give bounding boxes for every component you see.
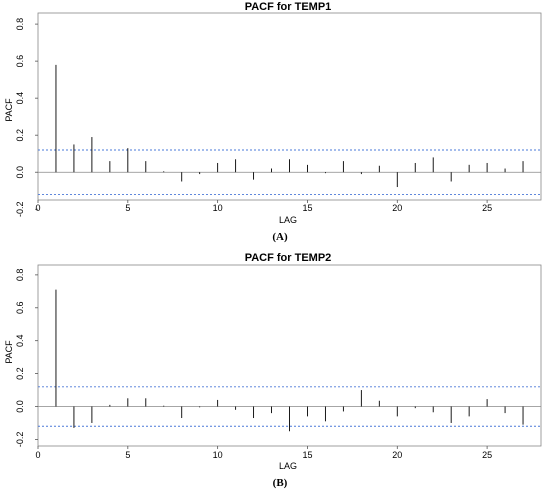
pacf-panel-b: PACF for TEMP2 PACF LAG (B) 0.8 0.6 0.4 0.2… — [4, 252, 542, 489]
x-tick-label-a: 20 — [392, 203, 402, 213]
y-tick-label-b: 0.4 — [15, 334, 25, 347]
x-tick-label-b: 20 — [392, 450, 402, 460]
y-axis-label-a: PACF — [4, 98, 14, 122]
chart-title-a: PACF for TEMP1 — [245, 1, 332, 13]
x-tick-label-a: 5 — [125, 203, 130, 213]
y-tick-label-b: 0.0 — [15, 400, 25, 413]
chart-title-b: PACF for TEMP2 — [245, 252, 332, 264]
x-axis-label-a: LAG — [279, 215, 297, 225]
y-tick-label-a: 0.6 — [15, 55, 25, 68]
x-tick-label-b: 25 — [482, 450, 492, 460]
x-tick-label-b: 10 — [213, 450, 223, 460]
y-tick-label-a: 0.2 — [15, 129, 25, 142]
caption-a: (A) — [272, 231, 288, 243]
y-tick-label-a: 0.4 — [15, 92, 25, 105]
x-tick-label-a: 0 — [35, 203, 40, 213]
x-tick-label-b: 0 — [35, 450, 40, 460]
x-axis-label-b: LAG — [279, 461, 297, 471]
x-tick-label-b: 15 — [302, 450, 312, 460]
y-tick-label-b: 0.2 — [15, 367, 25, 380]
x-tick-label-a: 15 — [302, 203, 312, 213]
x-tick-label-a: 25 — [482, 203, 492, 213]
y-tick-label-b: 0.8 — [15, 269, 25, 282]
caption-b: (B) — [273, 477, 288, 489]
y-tick-label-a: -0.2 — [15, 201, 25, 217]
y-tick-label-a: 0.8 — [15, 18, 25, 31]
y-tick-label-a: 0.0 — [15, 166, 25, 179]
plot-frame-b — [37, 264, 542, 447]
y-tick-label-b: 0.6 — [15, 302, 25, 315]
y-axis-label-b: PACF — [4, 340, 14, 364]
plot-frame-a — [37, 12, 542, 201]
y-tick-label-b: -0.2 — [15, 432, 25, 448]
pacf-panel-a: PACF for TEMP1 PACF LAG (A) 0.8 0.6 0.4 0.2… — [4, 1, 542, 243]
x-tick-label-a: 10 — [213, 203, 223, 213]
x-tick-label-b: 5 — [125, 450, 130, 460]
